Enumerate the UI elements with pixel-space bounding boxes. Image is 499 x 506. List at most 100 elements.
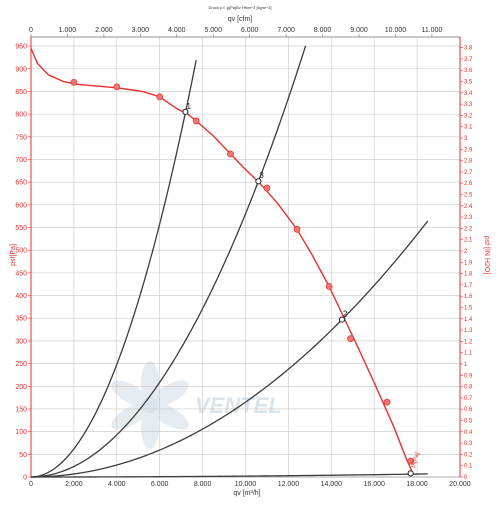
y2-tick-label: 2.8 [464,159,473,165]
x2-tick-label: 4.000 [168,27,186,34]
x2-tick-label: 10.000 [385,27,407,34]
y2-tick-label: 0 [464,475,468,481]
curve-annotation: pf[Pa] [410,452,421,469]
x-tick-label: 12.000 [278,481,300,488]
y-tick-label: 900 [15,66,27,73]
y-tick-label: 800 [15,112,27,119]
fan-curve-marker [347,335,355,343]
y2-tick-label: 2.5 [464,193,473,199]
operating-point [338,316,346,323]
y2-tick-label: 3.8 [464,46,473,52]
y2-tick-label: 2.3 [464,215,473,221]
y2-tick-label: 0.1 [464,464,473,470]
operating-point-label: 2 [343,310,348,319]
y2-tick-label: 3.4 [464,91,473,97]
x2-tick-label: 1.000 [59,27,77,34]
y2-tick-label: 2.2 [464,226,473,232]
y2-tick-label: 3 [464,136,468,142]
watermark-text: VENTEL [195,393,282,418]
y-tick-label: 50 [19,452,27,459]
y2-tick-label: 2.6 [464,181,473,187]
x2-tick-label: 2.000 [95,27,113,34]
y-tick-label: 0 [23,475,27,482]
y-tick-label: 950 [15,44,27,51]
x2-tick-label: 3.000 [132,27,150,34]
y2-tick-label: 3.7 [464,57,473,63]
x-axis-title: qv [m³/h] [233,490,260,497]
y2-tick-label: 1.6 [464,294,473,300]
y2-tick-label: 0.6 [464,407,473,413]
fan-curve-marker [156,93,164,101]
y2-tick-label: 2.7 [464,170,473,176]
y-axis-title: psf[Pa] [10,244,17,266]
y2-tick-label: 0.2 [464,452,473,458]
y-tick-label: 600 [15,202,27,209]
watermark-blade [141,405,159,449]
fan-curve-marker [383,398,391,406]
operating-point-label: 1 [186,102,191,111]
y-tick-label: 350 [15,316,27,323]
y2-tick-label: 0.4 [464,430,473,436]
x-tick-label: 8.000 [194,481,212,488]
y2-tick-label: 1.8 [464,272,473,278]
y2-tick-label: 1.4 [464,317,473,323]
watermark-blade [111,380,151,408]
fan-curve-marker [113,83,121,91]
fan-curve-marker [227,150,234,158]
fan-curve-marker [325,283,333,290]
y-tick-label: 250 [15,361,27,368]
watermark-blade [149,380,189,408]
x2-tick-label: 7.000 [277,27,295,34]
x2-tick-label: 8.000 [314,27,332,34]
y-tick-label: 450 [15,270,27,277]
top-axis-title: qv [cfm] [228,16,253,23]
operating-point [182,108,189,115]
y-tick-label: 200 [15,384,27,391]
y2-tick-label: 0.7 [464,396,473,402]
y2-tick-label: 0.3 [464,441,473,447]
fan-curve-marker [263,184,271,192]
y2-tick-label: 2.4 [464,204,473,210]
x-tick-label: 2.000 [65,481,83,488]
y-tick-label: 650 [15,180,27,187]
system-curve-1 [30,60,197,478]
watermark-blade [149,402,189,430]
y2-tick-label: 3.1 [464,125,473,131]
y-tick-label: 400 [15,293,27,300]
x2-tick-label: 5.000 [204,27,222,34]
y2-tick-label: 1.9 [464,260,473,266]
y-tick-label: 500 [15,248,27,255]
y2-tick-label: 1.2 [464,339,473,345]
y2-tick-label: 0.8 [464,385,473,391]
x-tick-label: 10.000 [235,481,257,488]
y2-tick-label: 2.1 [464,238,473,244]
y2-tick-label: 1.3 [464,328,473,334]
y2-tick-label: 3.2 [464,113,473,119]
fan-curve-marker [70,78,78,86]
x-tick-label: 0 [29,481,33,488]
fan-curve-marker [407,457,415,465]
fan-curve-marker [293,225,301,233]
y-tick-label: 550 [15,225,27,232]
y-tick-label: 150 [15,406,27,413]
y2-tick-label: 1 [464,362,468,368]
x2-tick-label: 0 [29,27,33,34]
y2-tick-label: 1.5 [464,306,473,312]
operating-point [407,470,414,477]
y2-tick-label: 1.7 [464,283,473,289]
y2-tick-label: 3.6 [464,68,473,74]
x-tick-label: 18.000 [406,481,428,488]
y-tick-label: 750 [15,134,27,141]
y2-tick-label: 2 [464,249,468,255]
fan-curve-line [30,48,414,474]
y-tick-label: 700 [15,157,27,164]
y-tick-label: 300 [15,338,27,345]
y2-axis-title: psf [IN H2O] [483,236,490,275]
y2-tick-label: 0.9 [464,373,473,379]
density-note: Druck p f. ϱ[Pa]Bz Hfsm^3 [kg/m^3] [209,5,272,10]
x2-tick-label: 11.000 [421,27,442,34]
x-tick-label: 4.000 [108,481,126,488]
system-curve-2 [30,45,307,478]
